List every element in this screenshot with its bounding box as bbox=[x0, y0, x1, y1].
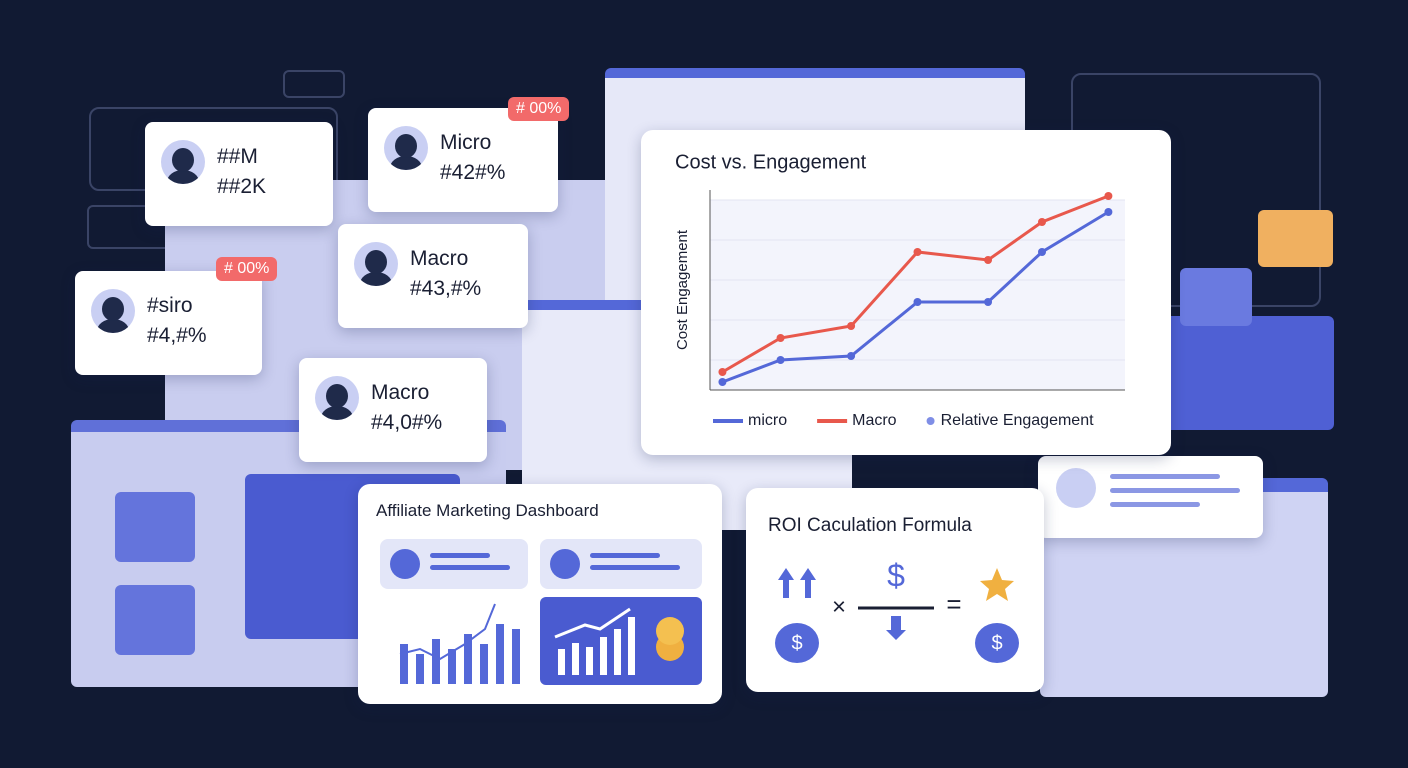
metric-card: ##M ##2K bbox=[145, 122, 333, 226]
point bbox=[913, 298, 922, 306]
chart: Cost vs. Engagement Cost Engagement micr… bbox=[674, 151, 1125, 429]
metric-card: Macro #4,0#% bbox=[299, 358, 487, 462]
metric-card: Micro #42#% bbox=[368, 108, 558, 212]
mini-bars bbox=[399, 603, 520, 684]
point bbox=[847, 352, 856, 360]
avatar bbox=[315, 376, 359, 420]
card-value: #43,#% bbox=[410, 277, 482, 300]
svg-text:×: × bbox=[832, 593, 846, 620]
legend-label: Macro bbox=[852, 412, 897, 429]
box-icon bbox=[1180, 268, 1252, 326]
svg-text:=: = bbox=[946, 589, 961, 619]
legend-swatch bbox=[926, 417, 935, 425]
card-title: Macro bbox=[371, 381, 430, 404]
legend-label: micro bbox=[748, 412, 787, 429]
card-value: ##2K bbox=[217, 175, 267, 198]
badge: # 00% bbox=[216, 257, 278, 281]
legend-label: Relative Engagement bbox=[941, 412, 1095, 429]
card-value: #42#% bbox=[440, 161, 506, 184]
mail-tile bbox=[380, 539, 528, 589]
point bbox=[1038, 218, 1046, 226]
point bbox=[718, 368, 727, 376]
point bbox=[984, 256, 993, 264]
formula-title: ROI Caculation Formula bbox=[768, 515, 972, 536]
point bbox=[776, 356, 785, 364]
bg-panel bbox=[1140, 316, 1334, 430]
chart-card: Cost vs. Engagement Cost Engagement micr… bbox=[641, 130, 1171, 455]
point bbox=[1104, 192, 1113, 200]
y-axis-label: Cost Engagement bbox=[674, 229, 691, 350]
formula-card: ROI Caculation Formula $ × $ = $ bbox=[746, 488, 1044, 692]
user-tile bbox=[540, 539, 702, 589]
comment-card bbox=[1038, 456, 1263, 538]
box-icon bbox=[1258, 210, 1333, 267]
point bbox=[847, 322, 856, 330]
bg-frame bbox=[283, 70, 345, 98]
growth-tile bbox=[540, 597, 702, 685]
formula-icons: $ × $ = $ bbox=[775, 557, 1019, 663]
svg-text:$: $ bbox=[887, 557, 905, 593]
point bbox=[984, 298, 993, 306]
point bbox=[718, 378, 727, 386]
point bbox=[776, 334, 785, 342]
plot-area bbox=[710, 200, 1125, 390]
dashboard-card: Affiliate Marketing Dashboard bbox=[358, 484, 722, 704]
svg-text:$: $ bbox=[791, 632, 802, 654]
avatar bbox=[354, 242, 398, 286]
avatar bbox=[1056, 468, 1096, 508]
dashboard-title: Affiliate Marketing Dashboard bbox=[376, 501, 599, 520]
point bbox=[1104, 208, 1113, 216]
metric-card: Macro #43,#% bbox=[338, 224, 528, 328]
badge: # 00% bbox=[508, 97, 570, 121]
box-icon bbox=[115, 492, 195, 562]
metric-card: #siro #4,#% bbox=[75, 271, 262, 375]
avatar bbox=[161, 140, 205, 184]
chart-title: Cost vs. Engagement bbox=[675, 151, 867, 173]
card-title: #siro bbox=[147, 294, 193, 317]
card-title: Macro bbox=[410, 247, 469, 270]
avatar bbox=[91, 289, 135, 333]
card-title: Micro bbox=[440, 131, 492, 154]
card-title: ##M bbox=[217, 145, 258, 168]
card-value: #4,#% bbox=[147, 324, 207, 347]
card-value: #4,0#% bbox=[371, 411, 443, 434]
point bbox=[1038, 248, 1046, 256]
box-icon bbox=[115, 585, 195, 655]
point bbox=[913, 248, 922, 256]
avatar bbox=[384, 126, 428, 170]
svg-text:$: $ bbox=[991, 632, 1002, 654]
